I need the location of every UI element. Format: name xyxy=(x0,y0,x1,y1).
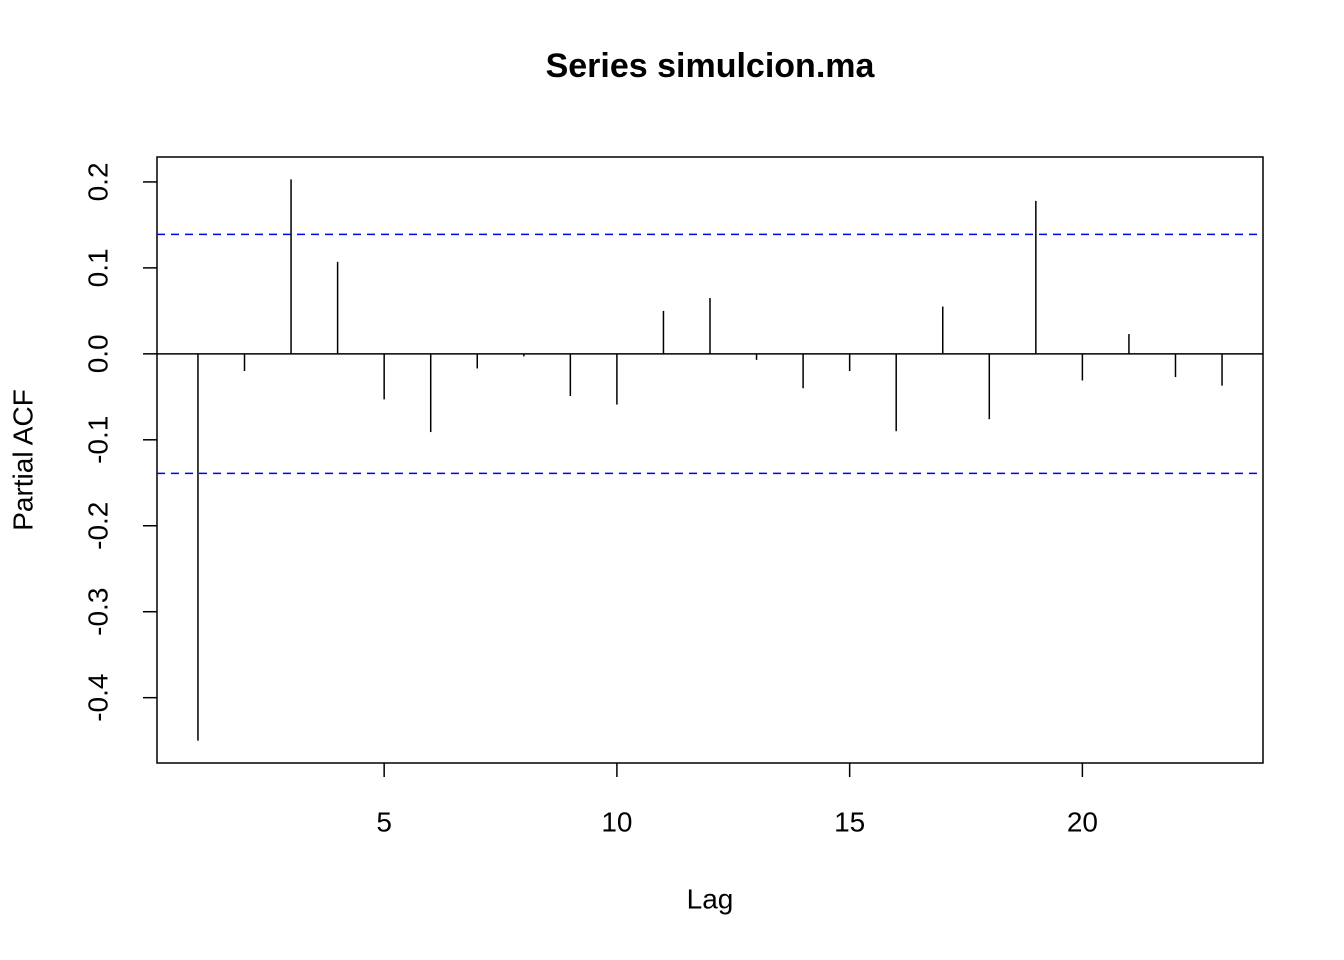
chart-title: Series simulcion.ma xyxy=(546,47,876,85)
y-tick-label: -0.3 xyxy=(82,588,113,636)
x-tick-label: 10 xyxy=(601,806,632,837)
x-tick-label: 15 xyxy=(834,806,865,837)
x-tick-label: 20 xyxy=(1067,806,1098,837)
y-axis-label: Partial ACF xyxy=(7,389,38,531)
y-tick-label: -0.4 xyxy=(82,674,113,722)
x-tick-label: 5 xyxy=(376,806,392,837)
y-tick-label: -0.1 xyxy=(82,416,113,464)
y-tick-label: 0.0 xyxy=(82,334,113,373)
y-tick-label: -0.2 xyxy=(82,502,113,550)
x-axis-label: Lag xyxy=(687,883,734,914)
y-tick-label: 0.2 xyxy=(82,162,113,201)
plot-frame xyxy=(156,156,1264,764)
y-tick-label: 0.1 xyxy=(82,248,113,287)
